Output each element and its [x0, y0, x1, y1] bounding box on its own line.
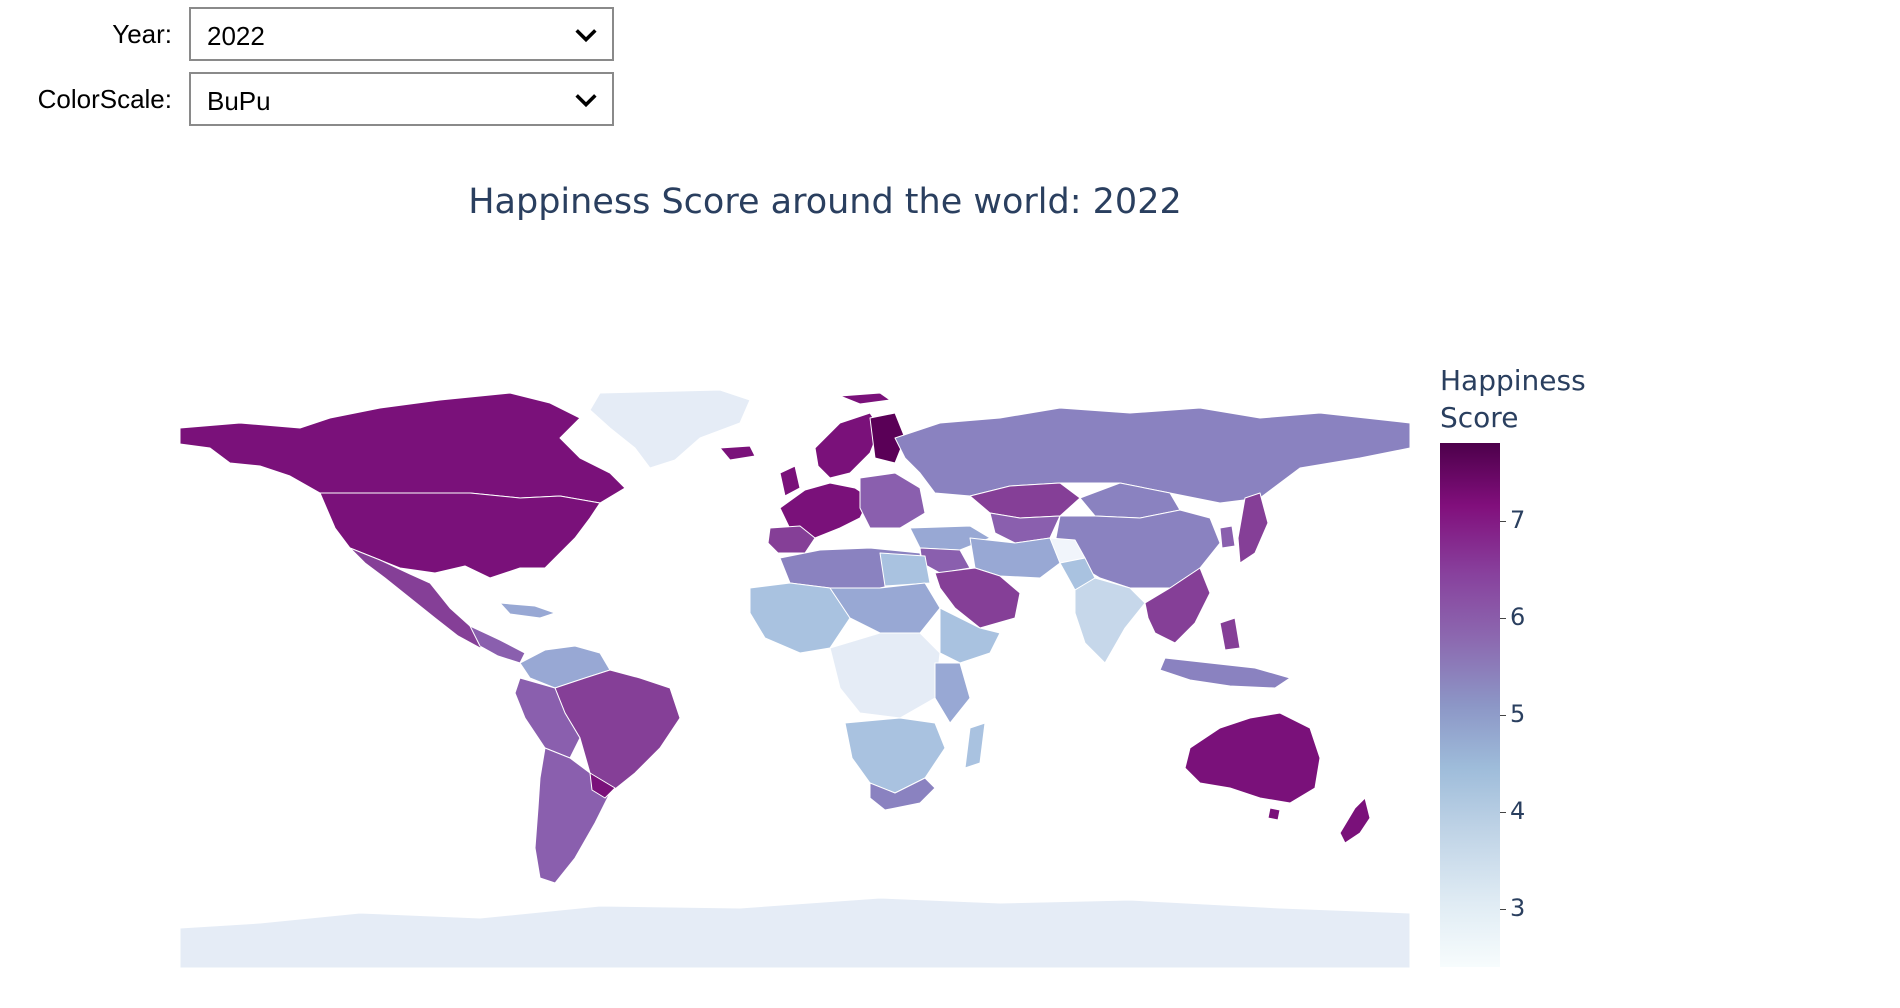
- region-caribbean: [499, 602, 556, 619]
- region-sahel: [829, 582, 941, 634]
- year-selected-value: 2022: [207, 21, 265, 51]
- colorbar-tick-label: 5: [1510, 699, 1526, 728]
- region-south-africa: [869, 777, 936, 811]
- region-horn-of-africa: [939, 607, 1001, 664]
- region-svalbard: [839, 392, 891, 405]
- colorbar-tick-label: 7: [1510, 505, 1526, 534]
- region-southeast-asia: [1144, 567, 1211, 644]
- colorbar-tick-label: 6: [1510, 602, 1526, 631]
- colorbar-title-line1: Happiness: [1440, 364, 1586, 397]
- region-canada: [180, 392, 626, 504]
- region-korea: [1219, 525, 1236, 549]
- region-antarctica: [180, 897, 1410, 968]
- region-egypt: [879, 552, 931, 587]
- region-southern-africa: [844, 717, 946, 794]
- colorbar-tick-mark: [1500, 520, 1506, 522]
- region-arabia: [934, 567, 1021, 629]
- colorbar-title-line2: Score: [1440, 401, 1519, 434]
- region-iceland: [719, 445, 756, 461]
- region-central-africa: [829, 632, 941, 719]
- chevron-down-icon: [575, 29, 597, 43]
- colorscale-dropdown[interactable]: BuPu: [189, 72, 614, 126]
- region-india: [1074, 577, 1146, 664]
- region-finland: [869, 412, 906, 464]
- region-indonesia: [1159, 657, 1291, 689]
- region-uk: [779, 465, 801, 497]
- colorscale-selected-value: BuPu: [207, 86, 271, 116]
- region-new-zealand: [1339, 797, 1371, 844]
- region-japan: [1237, 492, 1269, 564]
- year-label: Year:: [112, 19, 172, 49]
- colorscale-label: ColorScale:: [37, 84, 172, 114]
- region-philippines: [1219, 617, 1241, 651]
- colorbar: [1440, 443, 1500, 967]
- colorbar-title: Happiness Score: [1440, 362, 1660, 436]
- region-greenland: [589, 389, 751, 469]
- colorbar-tick-mark: [1500, 714, 1506, 716]
- chart-title: Happiness Score around the world: 2022: [468, 182, 1182, 222]
- region-russia: [894, 407, 1410, 504]
- year-dropdown[interactable]: 2022: [189, 7, 614, 61]
- colorbar-tick-mark: [1500, 617, 1506, 619]
- region-uruguay: [589, 772, 616, 799]
- colorbar-tick-mark: [1500, 908, 1506, 910]
- region-australia: [1184, 712, 1321, 804]
- colorbar-tick-label: 4: [1510, 796, 1526, 825]
- region-eastern-europe: [859, 472, 926, 529]
- region-tasmania: [1267, 807, 1281, 821]
- world-map[interactable]: [180, 378, 1410, 968]
- region-usa: [319, 492, 601, 579]
- region-madagascar: [964, 722, 986, 769]
- region-east-africa: [934, 662, 971, 724]
- colorbar-tick-label: 3: [1510, 893, 1526, 922]
- colorbar-tick-mark: [1500, 811, 1506, 813]
- region-norway-sweden: [814, 412, 881, 479]
- chevron-down-icon: [575, 94, 597, 108]
